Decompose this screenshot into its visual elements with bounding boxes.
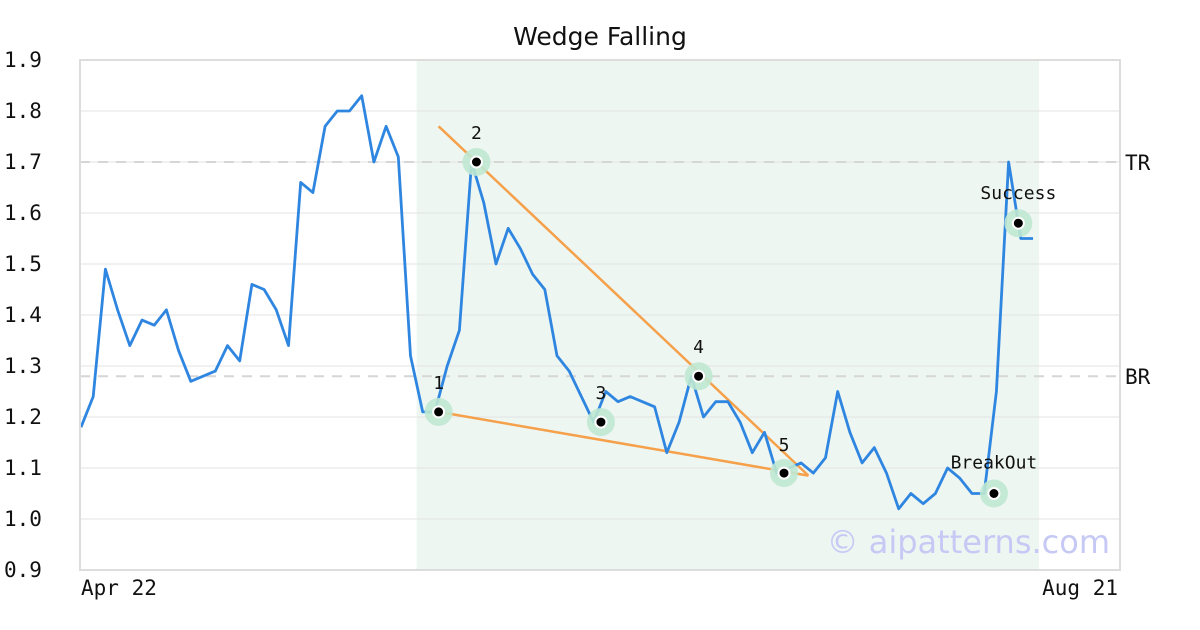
y-tick-label: 1.0	[4, 507, 42, 531]
price-series-line	[79, 94, 1033, 511]
plot-frame	[79, 59, 1121, 571]
point-label-success: Success	[980, 183, 1056, 204]
y-tick-label: 0.9	[4, 558, 42, 582]
x-tick-label-start: Apr 22	[81, 576, 157, 600]
point-marker-success	[1011, 216, 1025, 230]
point-label-breakout: BreakOut	[951, 453, 1038, 474]
point-marker-4	[692, 369, 706, 383]
point-marker-1	[432, 405, 446, 419]
lower-trendline	[438, 410, 809, 477]
y-tick-label: 1.1	[4, 456, 42, 480]
point-label-4: 4	[693, 337, 704, 358]
point-label-3: 3	[596, 383, 607, 404]
point-marker-2	[469, 155, 483, 169]
watermark-text: © aipatterns.com	[827, 523, 1110, 561]
labels-layer: 0.9 1.0 1.1 1.2 1.3 1.4 1.5 1.6 1.7 1.8 1.9 Apr 22 A…	[4, 48, 1151, 600]
y-tick-label: 1.2	[4, 405, 42, 429]
y-tick-label: 1.5	[4, 252, 42, 276]
y-tick-label: 1.8	[4, 99, 42, 123]
y-tick-label: 1.4	[4, 303, 42, 327]
chart-title: Wedge Falling	[513, 22, 687, 51]
y-tick-label: 1.6	[4, 201, 42, 225]
point-label-5: 5	[779, 435, 790, 456]
point-marker-5	[777, 466, 791, 480]
series-layer	[79, 94, 1033, 511]
reference-label-br: BR	[1125, 365, 1151, 389]
point-marker-breakout	[987, 487, 1001, 500]
point-label-2: 2	[471, 123, 482, 144]
x-tick-label-end: Aug 21	[1042, 576, 1118, 600]
y-tick-label: 1.9	[4, 48, 42, 72]
trendlines-layer	[437, 125, 810, 477]
point-label-1: 1	[433, 373, 444, 394]
point-marker-3	[594, 415, 608, 429]
y-tick-label: 1.3	[4, 354, 42, 378]
pattern-points-layer	[424, 148, 1033, 508]
upper-trendline	[437, 125, 810, 477]
reference-lines-layer	[80, 161, 1120, 378]
y-tick-label: 1.7	[4, 150, 42, 174]
reference-label-tr: TR	[1125, 151, 1151, 175]
